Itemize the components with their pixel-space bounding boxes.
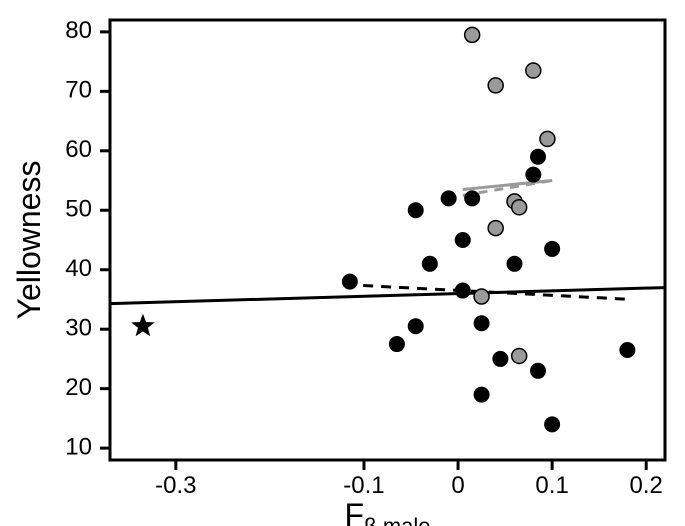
point-black-points [531,149,546,164]
point-grey-points [465,27,480,42]
x-tick-label: 0 [451,472,464,499]
y-tick-label: 60 [65,136,92,163]
point-black-points [389,337,404,352]
point-black-points [422,256,437,271]
point-black-points [465,191,480,206]
point-black-points [474,316,489,331]
point-grey-points [488,78,503,93]
point-black-points [342,274,357,289]
point-grey-points [526,63,541,78]
point-black-points [507,256,522,271]
point-grey-points [512,348,527,363]
point-grey-points [488,221,503,236]
point-grey-points [474,289,489,304]
point-black-points [474,387,489,402]
point-black-points [545,241,560,256]
y-tick-label: 70 [65,77,92,104]
x-tick-label: 0.2 [629,472,662,499]
point-grey-points [540,131,555,146]
point-black-points [455,283,470,298]
y-tick-label: 40 [65,255,92,282]
point-black-points [493,351,508,366]
point-black-points [455,233,470,248]
point-black-points [620,343,635,358]
y-axis-label: Yellowness [11,161,47,320]
point-black-points [531,363,546,378]
point-black-points [408,203,423,218]
y-tick-label: 10 [65,433,92,460]
chart-container: 10 20 30 40 50 60 70 80 -0.3 -0.1 0 0.1 0.2 Yellownes… [0,0,685,526]
point-black-points [441,191,456,206]
point-black-points [526,167,541,182]
point-grey-points [512,200,527,215]
y-tick-label: 80 [65,17,92,44]
x-tick-label: -0.1 [343,472,384,499]
y-tick-label: 30 [65,315,92,342]
point-black-points [408,319,423,334]
x-tick-label: -0.3 [155,472,196,499]
y-tick-label: 50 [65,196,92,223]
x-tick-label: 0.1 [535,472,568,499]
y-tick-label: 20 [65,374,92,401]
scatter-chart: 10 20 30 40 50 60 70 80 -0.3 -0.1 0 0.1 0.2 Yellownes… [0,0,685,526]
point-black-points [545,417,560,432]
